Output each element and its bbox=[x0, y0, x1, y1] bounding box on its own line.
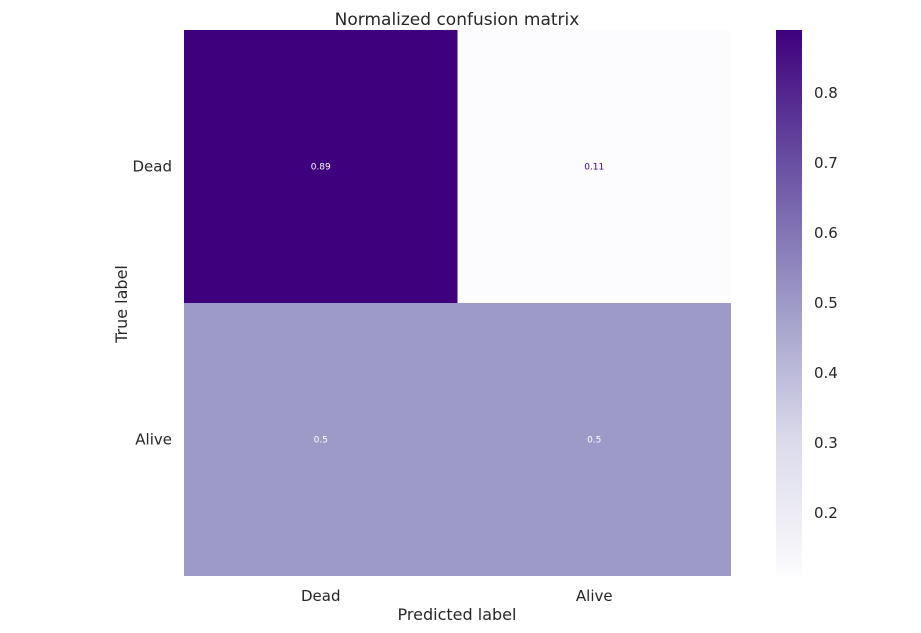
colorbar-tick-label-1: 0.3 bbox=[814, 434, 838, 452]
y-tick-label-1: Alive bbox=[135, 431, 172, 449]
colorbar-tick-label-5: 0.7 bbox=[814, 154, 838, 172]
y-axis-label: True label bbox=[112, 265, 131, 344]
heatmap-cells bbox=[184, 30, 731, 576]
colorbar-tick-label-3: 0.5 bbox=[814, 294, 838, 312]
x-tick-label-1: Alive bbox=[576, 587, 613, 605]
heatmap-cell-labels: 0.89 0.11 0.5 0.5 bbox=[311, 163, 605, 446]
colorbar-tick-label-0: 0.2 bbox=[814, 504, 838, 522]
colorbar-ticks: 0.2 0.3 0.4 0.5 0.6 0.7 0.8 bbox=[814, 84, 838, 522]
x-tick-label-0: Dead bbox=[301, 587, 341, 605]
chart-title: Normalized confusion matrix bbox=[335, 10, 580, 30]
y-axis-ticks: Dead Alive bbox=[133, 158, 173, 449]
cell-value-label-r1-c1: 0.5 bbox=[587, 436, 601, 446]
colorbar bbox=[776, 30, 802, 576]
colorbar-tick-label-2: 0.4 bbox=[814, 364, 838, 382]
colorbar-tick-label-4: 0.6 bbox=[814, 224, 838, 242]
y-tick-label-0: Dead bbox=[133, 158, 173, 176]
cell-value-label-r0-c1: 0.11 bbox=[584, 163, 604, 173]
cell-value-label-r1-c0: 0.5 bbox=[314, 436, 328, 446]
x-axis-label: Predicted label bbox=[398, 605, 517, 624]
heatmap-cell-r0-c0 bbox=[184, 30, 458, 303]
heatmap-cell-r0-c1 bbox=[457, 30, 731, 303]
heatmap-cell-r1-c1 bbox=[457, 303, 731, 576]
x-axis-ticks: Dead Alive bbox=[301, 587, 613, 605]
cell-value-label-r0-c0: 0.89 bbox=[311, 163, 331, 173]
heatmap-cell-r1-c0 bbox=[184, 303, 458, 576]
colorbar-tick-label-6: 0.8 bbox=[814, 84, 838, 102]
